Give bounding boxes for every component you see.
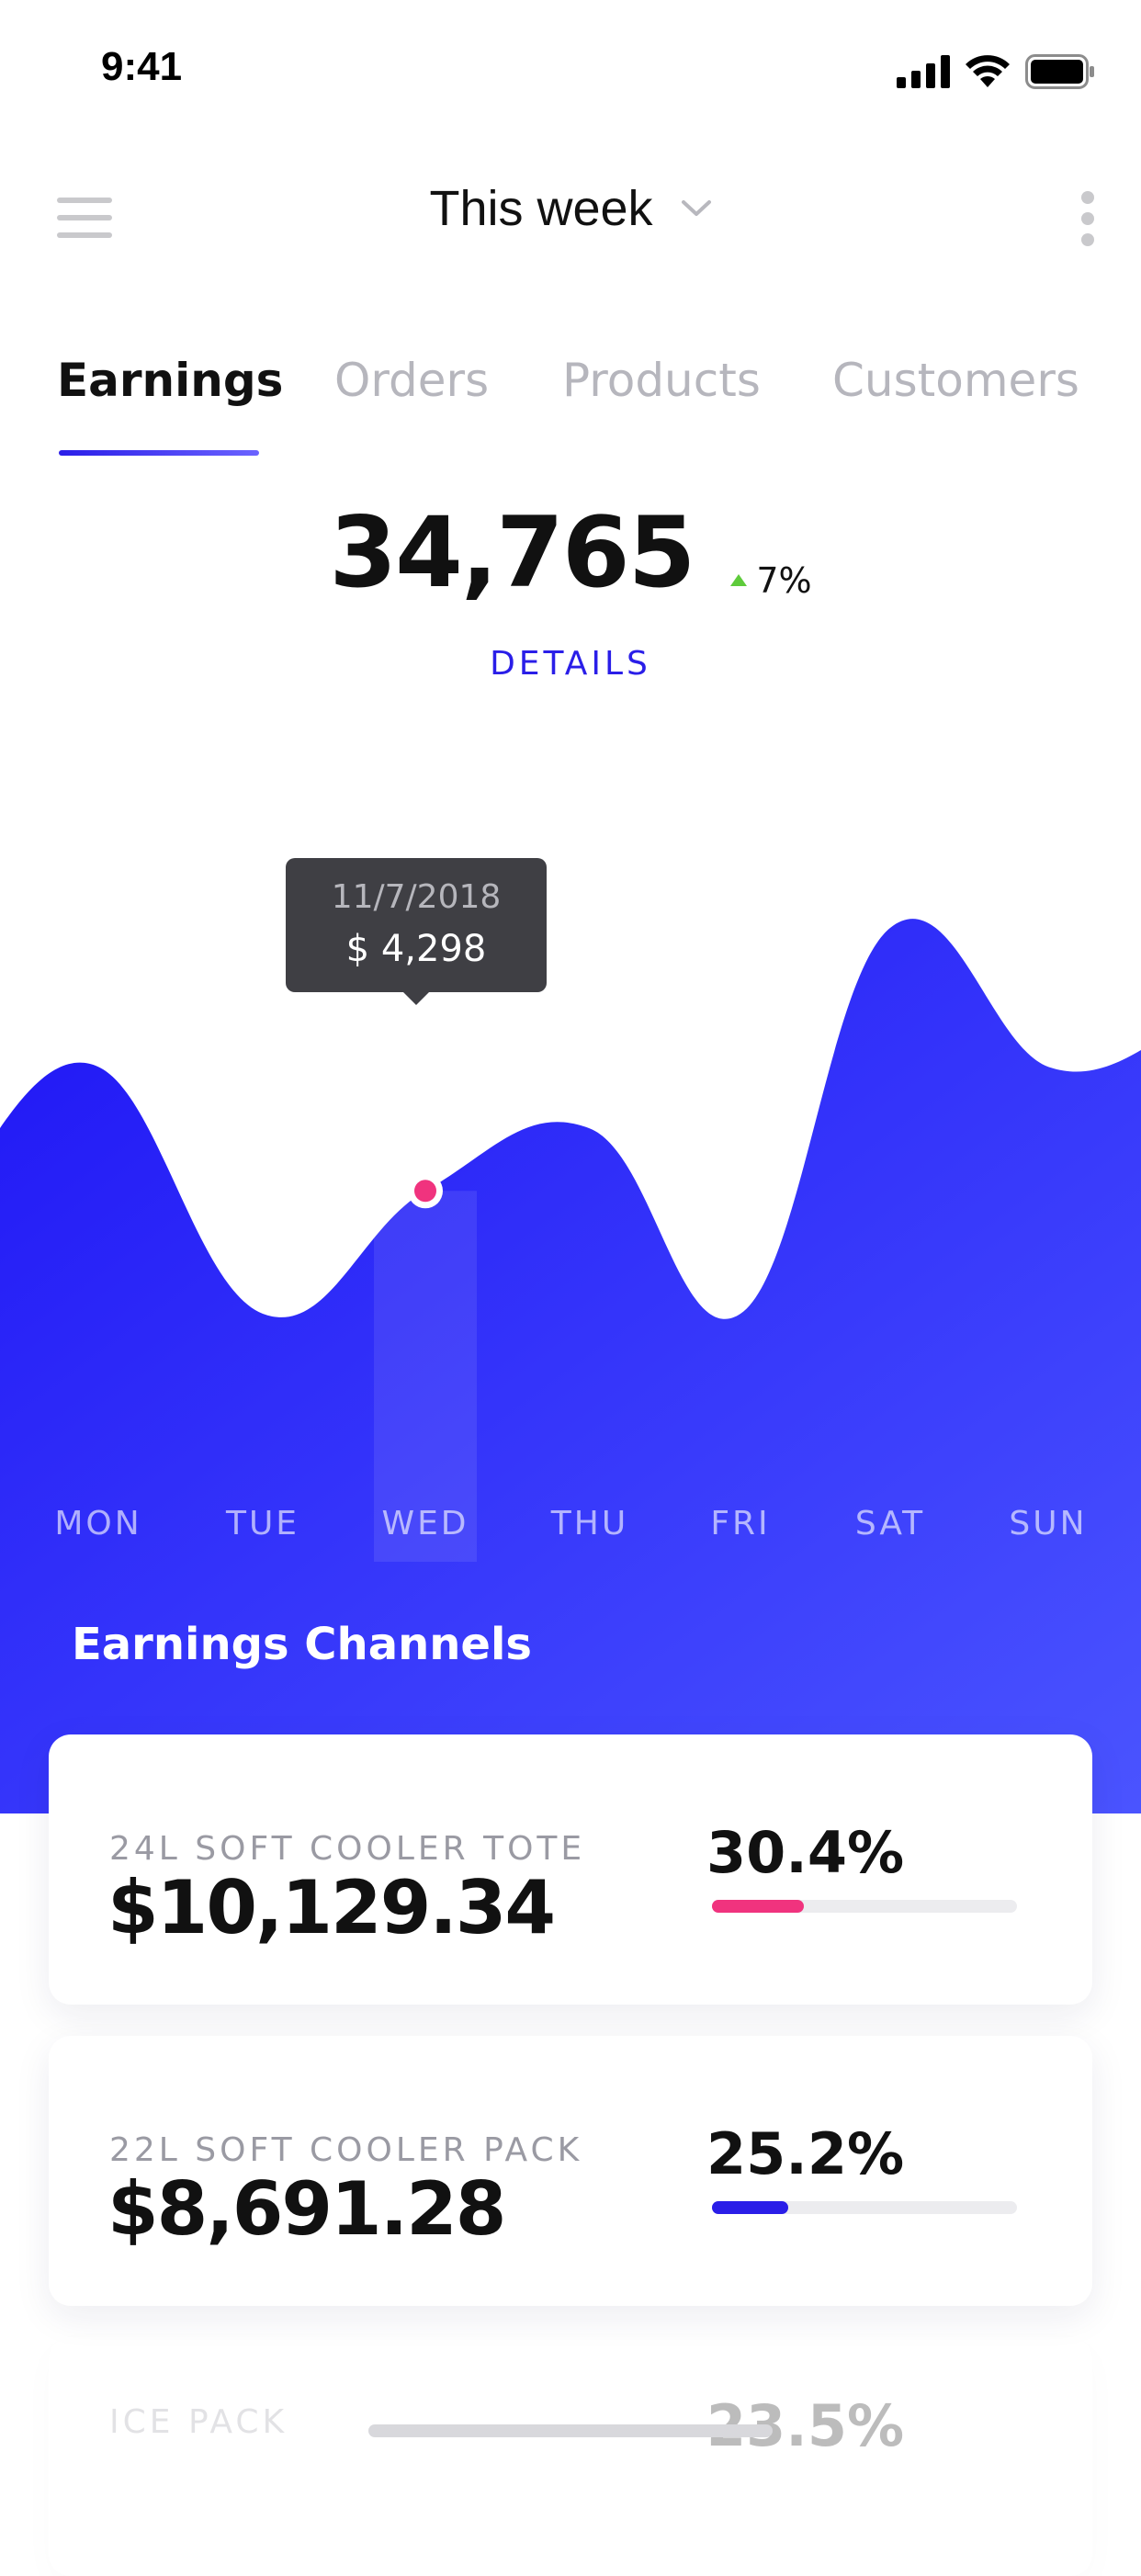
status-bar-time: 9:41 <box>101 44 183 89</box>
channel-card[interactable]: ICE PACK 23.5% <box>49 2337 1092 2576</box>
channel-percent: 25.2% <box>706 2120 905 2187</box>
hamburger-menu-icon[interactable] <box>57 198 112 238</box>
channel-card[interactable]: 22L SOFT COOLER PACK $8,691.28 25.2% <box>49 2036 1092 2306</box>
tab-earnings[interactable]: Earnings <box>57 354 284 407</box>
details-link[interactable]: DETAILS <box>490 645 651 683</box>
channel-amount: $10,129.34 <box>107 1865 556 1950</box>
chevron-down-icon <box>681 200 711 216</box>
channel-share-bar <box>712 1900 1017 1913</box>
channel-share-fill <box>712 2201 788 2214</box>
earnings-area <box>0 919 1141 1813</box>
earnings-total: 34,765 <box>329 496 695 609</box>
channel-name: ICE PACK <box>109 2403 288 2441</box>
channel-share-bar <box>712 2201 1017 2214</box>
x-tick-sat: SAT <box>854 1505 926 1542</box>
channel-share-fill <box>712 1900 804 1913</box>
channel-percent: 30.4% <box>706 1819 905 1886</box>
chart-tooltip: 11/7/2018 $ 4,298 <box>286 858 547 1005</box>
earnings-area-chart <box>0 919 1141 1813</box>
battery-icon <box>1025 54 1094 89</box>
earnings-summary: 34,765 7% <box>0 496 1141 609</box>
cellular-signal-icon <box>897 55 950 88</box>
channel-name: 24L SOFT COOLER TOTE <box>109 1830 586 1868</box>
selected-data-point[interactable] <box>414 1180 436 1203</box>
wifi-icon <box>966 55 1010 87</box>
period-dropdown[interactable]: This week <box>429 180 711 237</box>
more-vertical-icon[interactable] <box>1077 191 1099 246</box>
home-indicator[interactable] <box>368 2424 773 2437</box>
status-bar-icons <box>897 53 1095 90</box>
trend-indicator: 7% <box>730 559 812 601</box>
tooltip-value: $ 4,298 <box>345 928 487 970</box>
channel-name: 22L SOFT COOLER PACK <box>109 2131 583 2169</box>
x-tick-thu: THU <box>550 1505 629 1542</box>
tab-products[interactable]: Products <box>562 354 761 407</box>
tab-bar: Earnings Orders Products Customers <box>0 354 1141 464</box>
tab-customers[interactable]: Customers <box>832 354 1079 407</box>
tooltip-date: 11/7/2018 <box>331 878 502 916</box>
trend-up-icon <box>730 574 748 586</box>
x-tick-tue: TUE <box>225 1505 300 1542</box>
period-label: This week <box>429 181 653 236</box>
selected-day-highlight <box>374 1191 477 1562</box>
x-tick-mon: MON <box>54 1505 142 1542</box>
earnings-channels-title: Earnings Channels <box>72 1619 532 1670</box>
tab-orders[interactable]: Orders <box>334 354 490 407</box>
trend-percent: 7% <box>756 559 812 601</box>
active-tab-indicator <box>59 450 259 456</box>
x-tick-fri: FRI <box>710 1505 771 1542</box>
channel-amount: $8,691.28 <box>107 2166 506 2252</box>
period-selector: This week <box>0 180 1141 237</box>
x-tick-wed: WED <box>381 1505 469 1542</box>
x-tick-sun: SUN <box>1009 1505 1088 1542</box>
channel-card[interactable]: 24L SOFT COOLER TOTE $10,129.34 30.4% <box>49 1734 1092 2005</box>
